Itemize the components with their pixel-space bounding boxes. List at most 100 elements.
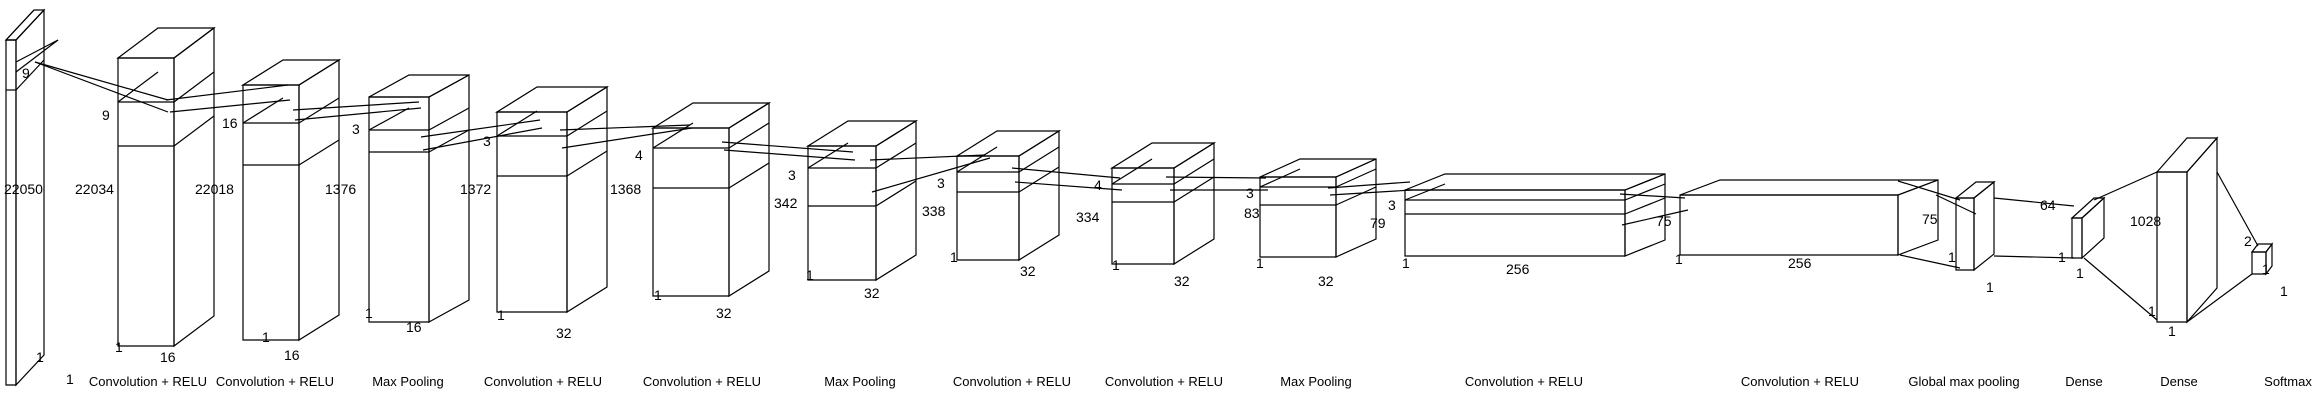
layer-12-top-face bbox=[1954, 181, 1996, 199]
dimension-label: 1 bbox=[1986, 279, 1994, 295]
layer-3-front-face bbox=[368, 96, 430, 323]
layer-10-side-face bbox=[1624, 173, 1666, 257]
layer-2-top-face bbox=[240, 59, 342, 86]
layer-caption: Max Pooling bbox=[372, 374, 444, 389]
dimension-label: 16 bbox=[284, 347, 300, 363]
connector-line bbox=[723, 149, 856, 161]
dimension-label: 32 bbox=[1020, 263, 1036, 279]
diagram-shapes bbox=[4, 8, 2274, 387]
dimension-label: 1 bbox=[262, 329, 270, 345]
dimension-label: 75 bbox=[1922, 211, 1938, 227]
connector-line bbox=[559, 124, 691, 131]
layer-9-top-face bbox=[1259, 158, 1377, 178]
connector-line bbox=[422, 127, 543, 151]
connector-line bbox=[15, 39, 59, 63]
connector-line bbox=[1327, 181, 1411, 189]
layer-4-front-face bbox=[496, 111, 568, 313]
layer-7-top-face bbox=[954, 130, 1062, 157]
connector-line bbox=[34, 61, 169, 113]
layer-8-slab-edge bbox=[1173, 158, 1215, 185]
dimension-label: 32 bbox=[864, 285, 880, 301]
layer-8-side-face bbox=[1173, 141, 1215, 266]
dimension-label: 1 bbox=[1675, 251, 1683, 267]
connector-line bbox=[292, 101, 420, 111]
connector-line bbox=[871, 157, 991, 193]
dimension-label: 16 bbox=[222, 115, 238, 131]
layer-10-top-face bbox=[1404, 173, 1666, 191]
dimension-label: 1372 bbox=[460, 181, 491, 197]
dimension-label: 1376 bbox=[325, 181, 356, 197]
layer-1-slab-edge bbox=[173, 71, 215, 103]
dimension-label: 22018 bbox=[195, 181, 234, 197]
dimension-label: 342 bbox=[774, 195, 798, 211]
dimension-label: 1 bbox=[66, 371, 74, 387]
dimension-label: 1 bbox=[2280, 283, 2288, 299]
layer-caption: Global max pooling bbox=[1908, 374, 2019, 389]
layer-3-slab-edge bbox=[368, 107, 410, 131]
layer-caption: Convolution + RELU bbox=[1465, 374, 1583, 389]
layer-caption: Convolution + RELU bbox=[216, 374, 334, 389]
layer-0-slab-edge bbox=[5, 9, 35, 41]
dimension-label: 1028 bbox=[2130, 213, 2161, 229]
connector-line bbox=[2216, 171, 2259, 247]
layer-13-top-face bbox=[2070, 197, 2106, 219]
dimension-label: 1 bbox=[806, 267, 814, 283]
layer-13-front-face bbox=[2071, 217, 2083, 259]
layer-7-slab-edge bbox=[1018, 146, 1060, 173]
dimension-label: 1 bbox=[1256, 255, 1264, 271]
layer-0-top-face bbox=[4, 9, 46, 41]
layer-0-side-face bbox=[15, 8, 45, 387]
dimension-label: 3 bbox=[1388, 197, 1396, 213]
dimension-label: 3 bbox=[483, 133, 491, 149]
dimension-label: 32 bbox=[1318, 273, 1334, 289]
connector-line bbox=[561, 127, 693, 149]
layer-3-slab-edge bbox=[428, 107, 470, 131]
layer-2-side-face bbox=[298, 58, 340, 342]
layer-9-slab-edge bbox=[1335, 186, 1377, 206]
dimension-label: 9 bbox=[22, 65, 30, 81]
layer-6-side-face bbox=[875, 119, 917, 282]
dimension-label: 79 bbox=[1370, 215, 1386, 231]
dimension-label: 16 bbox=[160, 349, 176, 365]
layer-5-front-face bbox=[652, 127, 730, 297]
layer-3-top-face bbox=[368, 74, 470, 98]
connector-line bbox=[294, 107, 422, 121]
layer-8-top-face bbox=[1109, 142, 1217, 169]
dimension-label: 1 bbox=[1112, 257, 1120, 273]
layer-15-side-face bbox=[2265, 242, 2273, 276]
dimension-label: 1 bbox=[2058, 249, 2066, 265]
layer-1-side-face bbox=[173, 26, 215, 348]
dimension-label: 1 bbox=[1402, 255, 1410, 271]
connector-line bbox=[1329, 189, 1413, 196]
dimension-label: 1 bbox=[654, 287, 662, 303]
dimension-label: 16 bbox=[406, 319, 422, 335]
layer-10-slab-edge bbox=[1404, 183, 1446, 201]
layer-7-slab-edge bbox=[956, 146, 998, 173]
layer-2-slab-edge bbox=[242, 97, 284, 124]
layer-3-side-face bbox=[428, 73, 470, 324]
connector-line bbox=[1014, 181, 1123, 191]
layer-3-slab-edge bbox=[428, 129, 470, 153]
connector-line bbox=[1935, 194, 1977, 215]
connector-line bbox=[869, 154, 986, 161]
dimension-label: 1 bbox=[950, 249, 958, 265]
layer-5-slab-edge bbox=[728, 122, 770, 149]
dimension-label: 4 bbox=[635, 147, 643, 163]
layer-0-front-face bbox=[5, 39, 17, 386]
dimension-label: 9 bbox=[102, 107, 110, 123]
connector-line bbox=[1621, 209, 1689, 226]
connector-line bbox=[721, 141, 854, 153]
dimension-label: 2 bbox=[2244, 233, 2252, 249]
dimension-label: 64 bbox=[2040, 197, 2056, 213]
layer-6-slab-edge bbox=[807, 142, 849, 169]
layer-14-top-face bbox=[2155, 137, 2219, 173]
connector-line bbox=[2083, 257, 2158, 321]
layer-0-slab-edge bbox=[15, 59, 45, 91]
layer-caption: Convolution + RELU bbox=[1741, 374, 1859, 389]
layer-4-slab-edge bbox=[566, 110, 608, 137]
layer-6-slab-edge bbox=[875, 142, 917, 169]
connector-line bbox=[1165, 176, 1267, 179]
layer-6-slab-edge bbox=[875, 180, 917, 207]
connector-line bbox=[1619, 193, 1686, 199]
dimension-label: 3 bbox=[788, 167, 796, 183]
